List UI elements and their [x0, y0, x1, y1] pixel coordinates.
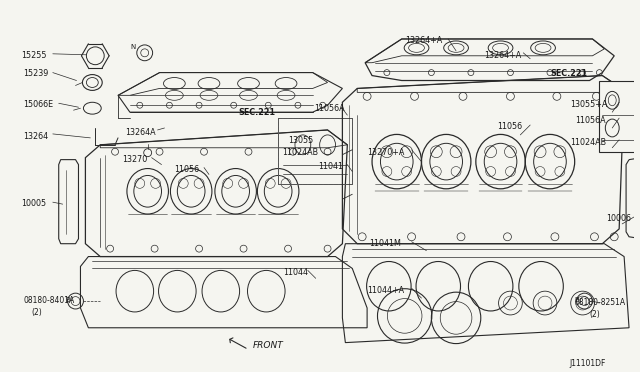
Text: B: B — [65, 297, 70, 303]
Text: 10005: 10005 — [21, 199, 46, 208]
Text: N: N — [130, 44, 136, 50]
Text: 08180-8251A: 08180-8251A — [575, 298, 626, 307]
Text: (2): (2) — [589, 310, 600, 319]
Text: 11024AB: 11024AB — [282, 148, 318, 157]
Text: 13264A: 13264A — [125, 128, 156, 137]
Text: 11044: 11044 — [283, 269, 308, 278]
Text: B: B — [574, 297, 579, 303]
Text: 11056: 11056 — [497, 122, 523, 131]
Text: 11056A: 11056A — [314, 104, 344, 113]
Text: 13270+A: 13270+A — [367, 148, 404, 157]
Text: 11024AB: 11024AB — [570, 138, 606, 147]
Text: 13055+A: 13055+A — [570, 100, 607, 109]
Text: J11101DF: J11101DF — [570, 359, 606, 368]
Text: 11044+A: 11044+A — [367, 286, 404, 295]
Bar — [278, 118, 352, 185]
Text: SEC.221: SEC.221 — [550, 69, 587, 78]
Text: 15066E: 15066E — [23, 100, 53, 109]
Text: 11056: 11056 — [174, 164, 200, 174]
Text: 15255: 15255 — [21, 51, 47, 60]
Text: 11056A: 11056A — [575, 116, 605, 125]
Text: 13270: 13270 — [122, 155, 147, 164]
Text: 10006: 10006 — [606, 214, 631, 223]
Text: 13264: 13264 — [23, 132, 48, 141]
Text: 08180-8401A: 08180-8401A — [23, 296, 74, 305]
Text: 11041M: 11041M — [369, 239, 401, 248]
Text: SEC.221: SEC.221 — [239, 108, 276, 117]
Text: 11041: 11041 — [317, 161, 342, 171]
Text: 15239: 15239 — [23, 69, 49, 78]
Text: (2): (2) — [31, 308, 42, 317]
Bar — [600, 80, 640, 152]
Text: 13264+A: 13264+A — [484, 51, 521, 60]
Text: FRONT: FRONT — [252, 341, 284, 350]
Text: 13264+A: 13264+A — [404, 36, 442, 45]
Text: 13055: 13055 — [288, 136, 314, 145]
